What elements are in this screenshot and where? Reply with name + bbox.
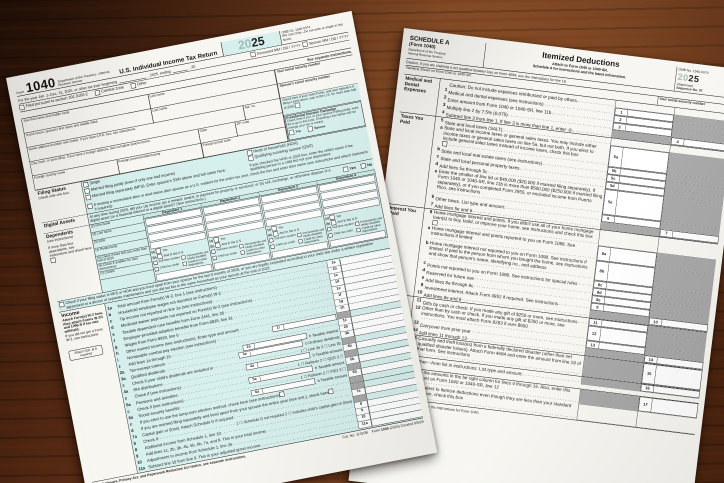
credit-other-dependents-checkbox[interactable]: [240, 250, 245, 255]
line-number-chip: 11a: [358, 419, 373, 429]
main-home-checkbox[interactable]: [294, 102, 301, 109]
checkbox[interactable]: [130, 82, 137, 89]
spouse-deceased-checkbox[interactable]: [302, 41, 309, 48]
digital-assets-no-checkbox[interactable]: [360, 162, 367, 169]
more-dependents-checkbox[interactable]: [50, 257, 57, 264]
disabled-checkbox[interactable]: [354, 221, 360, 226]
checkbox[interactable]: [94, 89, 101, 96]
checkbox[interactable]: [279, 391, 285, 397]
child-tax-credit-checkbox[interactable]: [328, 233, 333, 238]
checkbox[interactable]: [247, 155, 254, 162]
checkbox[interactable]: [87, 203, 93, 210]
pec-you-checkbox[interactable]: [288, 129, 295, 136]
disabled-checkbox[interactable]: [239, 243, 244, 249]
child-tax-credit-checkbox[interactable]: [270, 244, 275, 250]
digital-assets-yes-checkbox[interactable]: [342, 166, 349, 173]
disabled-checkbox[interactable]: [296, 232, 302, 238]
section-label: Medical and Dental Expenses: [399, 74, 441, 117]
disabled-checkbox[interactable]: [181, 254, 186, 260]
credit-other-dependents-checkbox[interactable]: [182, 261, 188, 267]
dependent-column: Dependent 4 (a) Yes (b) And in the U.S. …: [316, 169, 388, 249]
checkbox[interactable]: [327, 388, 334, 395]
credit-other-dependents-checkbox[interactable]: [356, 227, 361, 233]
child-tax-credit-checkbox[interactable]: [154, 266, 160, 272]
deceased-checkbox[interactable]: [250, 51, 256, 58]
pec-spouse-checkbox[interactable]: [307, 125, 314, 132]
full-time-student-checkbox[interactable]: [268, 237, 274, 243]
form-1040-paper: Form 1040 Department of the Treasury—Int…: [6, 10, 438, 483]
checkbox[interactable]: [82, 181, 89, 188]
credit-other-dependents-checkbox[interactable]: [298, 238, 303, 244]
child-tax-credit-checkbox[interactable]: [212, 255, 218, 261]
checkbox[interactable]: [18, 104, 25, 111]
attach-schedule-b-note: Attach Sch. B if required: [68, 344, 104, 362]
full-time-student-checkbox[interactable]: [211, 249, 216, 254]
checkbox[interactable]: [85, 194, 92, 201]
mfs-apart-checkbox[interactable]: [58, 301, 65, 308]
checkbox[interactable]: [84, 188, 91, 195]
full-time-student-checkbox[interactable]: [153, 260, 158, 266]
full-time-student-checkbox[interactable]: [326, 226, 332, 232]
